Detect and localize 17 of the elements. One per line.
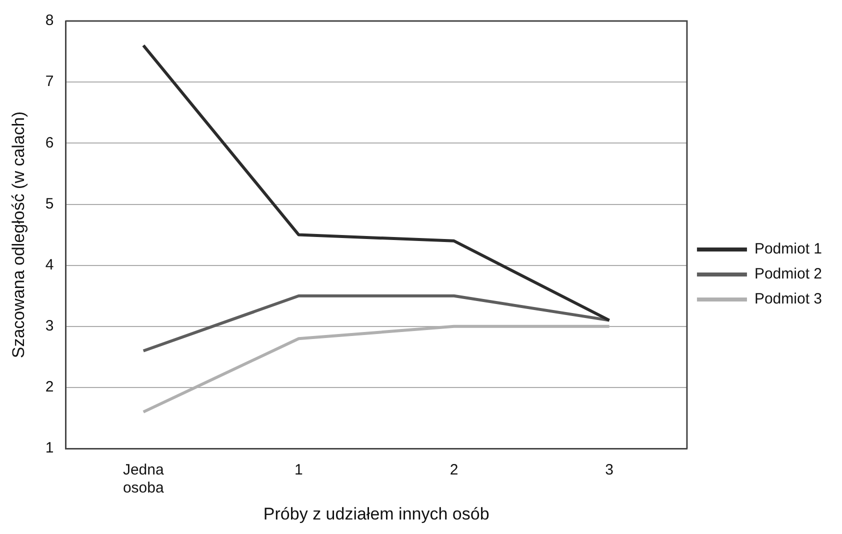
y-tick-label: 8	[45, 12, 54, 30]
x-axis-title: Próby z udziałem innych osób	[263, 504, 490, 524]
x-tick-label: 3	[605, 462, 614, 479]
y-tick-label: 1	[45, 440, 54, 457]
y-axis-title: Szacowana odległość (w calach)	[8, 111, 28, 358]
y-tick-label: 2	[45, 378, 54, 396]
x-tick-label: 1	[294, 462, 303, 479]
y-tick-label: 3	[45, 318, 54, 335]
legend-label: Podmiot 3	[754, 290, 822, 308]
y-tick-label: 6	[45, 134, 54, 152]
x-tick-label: 2	[450, 462, 458, 479]
y-tick-label: 5	[45, 195, 54, 212]
legend-label: Podmiot 1	[754, 240, 822, 258]
x-tick-label: Jedna osoba	[122, 462, 164, 497]
y-tick-label: 4	[45, 256, 54, 274]
legend-label: Podmiot 2	[754, 266, 822, 283]
y-tick-label: 7	[45, 73, 54, 90]
